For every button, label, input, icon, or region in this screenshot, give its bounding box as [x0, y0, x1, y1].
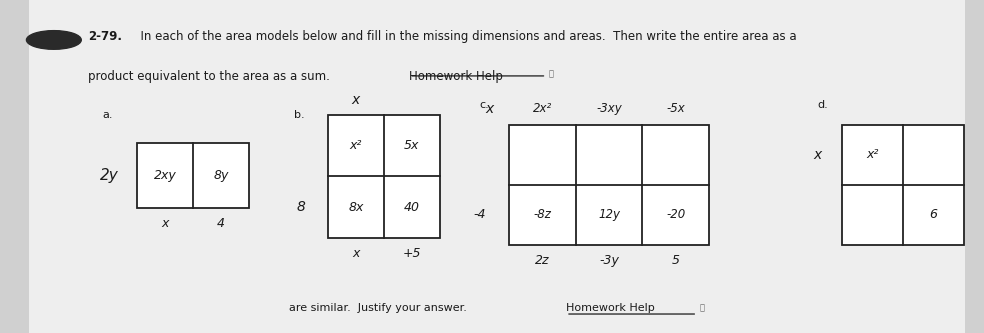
Text: x²: x²	[349, 139, 362, 152]
Text: 2z: 2z	[535, 254, 550, 267]
Text: -3xy: -3xy	[596, 102, 622, 116]
Text: 12y: 12y	[598, 208, 620, 221]
Text: 4: 4	[216, 216, 224, 230]
Text: ⛄: ⛄	[700, 303, 705, 313]
Circle shape	[27, 31, 82, 49]
Text: d.: d.	[818, 100, 829, 110]
Text: 2x²: 2x²	[533, 102, 552, 116]
Text: -5x: -5x	[666, 102, 685, 116]
Text: a.: a.	[102, 110, 113, 120]
Bar	[509, 125, 709, 245]
Text: In each of the area models below and fill in the missing dimensions and areas.  : In each of the area models below and fil…	[133, 30, 797, 43]
Bar	[842, 125, 963, 245]
Text: 5: 5	[672, 254, 680, 267]
Text: b.: b.	[294, 110, 304, 120]
Text: 5x: 5x	[404, 139, 419, 152]
Bar	[328, 115, 440, 238]
Text: c.: c.	[480, 100, 490, 110]
Text: 8x: 8x	[348, 201, 364, 214]
Text: Homework Help: Homework Help	[566, 303, 654, 313]
Text: -8z: -8z	[533, 208, 551, 221]
Text: are similar.  Justify your answer.: are similar. Justify your answer.	[289, 303, 473, 313]
Text: ⛄: ⛄	[548, 69, 553, 78]
Text: x: x	[352, 246, 359, 260]
Text: Homework Help: Homework Help	[409, 70, 503, 83]
Text: 2-79.: 2-79.	[89, 30, 122, 43]
Text: 6: 6	[929, 208, 937, 221]
Text: -3y: -3y	[599, 254, 619, 267]
Text: x: x	[352, 93, 360, 107]
Bar	[137, 143, 249, 208]
Text: x: x	[161, 216, 168, 230]
Text: 8y: 8y	[214, 169, 228, 182]
Text: 8: 8	[296, 200, 305, 214]
Text: 2y: 2y	[100, 168, 119, 183]
Text: 2xy: 2xy	[154, 169, 176, 182]
Text: x: x	[814, 148, 822, 162]
Text: 40: 40	[403, 201, 420, 214]
Text: x²: x²	[866, 148, 879, 162]
Text: product equivalent to the area as a sum.: product equivalent to the area as a sum.	[89, 70, 338, 83]
Text: x: x	[485, 102, 494, 116]
Text: -4: -4	[473, 208, 486, 221]
Text: +5: +5	[402, 246, 421, 260]
Text: -20: -20	[666, 208, 685, 221]
